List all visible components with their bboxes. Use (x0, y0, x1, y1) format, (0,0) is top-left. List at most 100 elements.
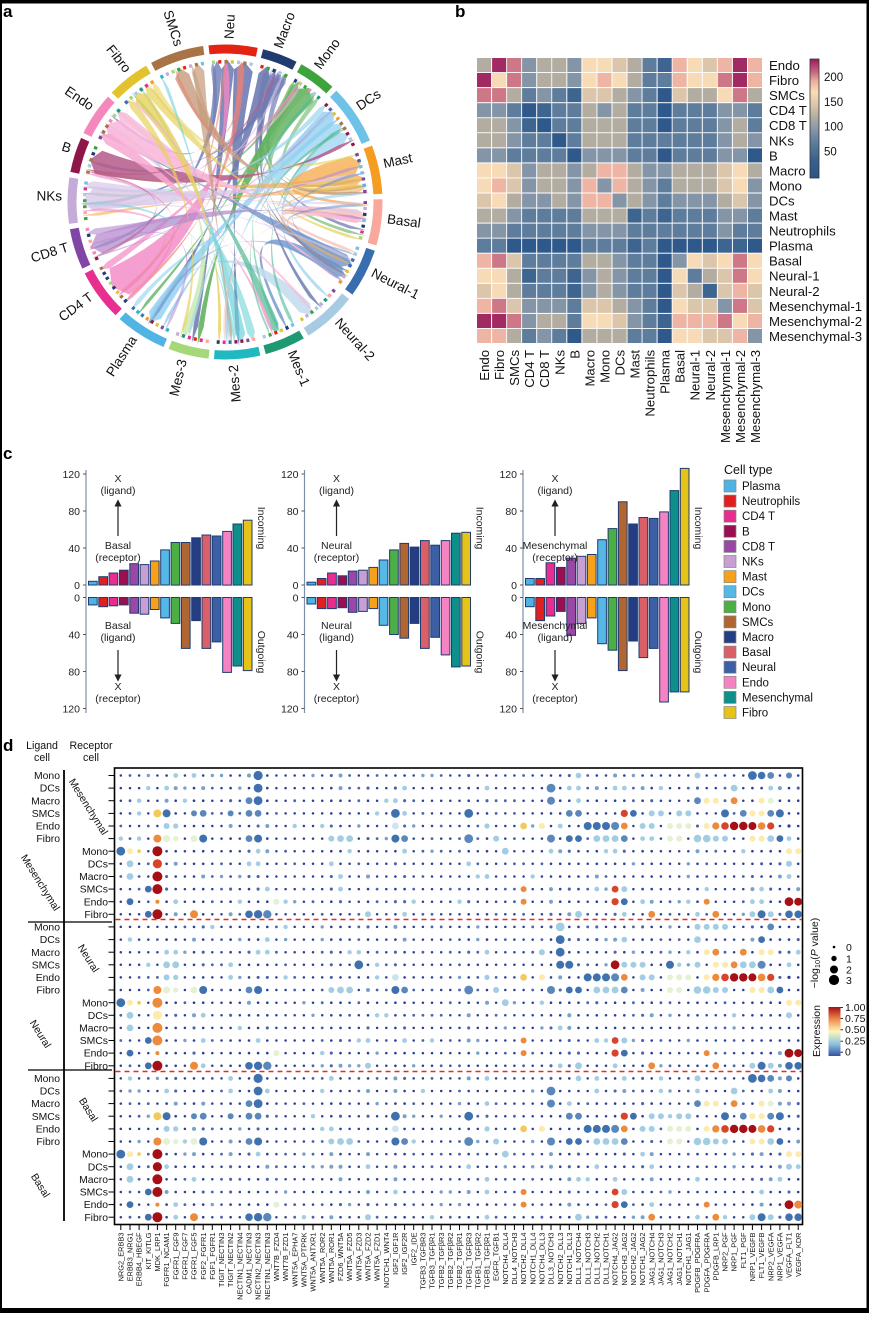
svg-text:FLT1_PGF: FLT1_PGF (739, 1232, 748, 1268)
svg-text:NOTCH2_DLL4: NOTCH2_DLL4 (519, 1233, 528, 1285)
svg-text:DCs: DCs (88, 1162, 108, 1173)
svg-text:NOTCH2_DLL3: NOTCH2_DLL3 (556, 1233, 565, 1285)
svg-text:120: 120 (281, 703, 299, 715)
svg-text:Macro: Macro (79, 872, 108, 883)
svg-text:X: X (333, 473, 340, 485)
svg-text:Mes-2: Mes-2 (226, 364, 244, 403)
svg-text:cell: cell (83, 752, 99, 764)
svg-text:WNT5A_ANTXR1: WNT5A_ANTXR1 (309, 1233, 318, 1292)
svg-text:PDGFB_LRP1: PDGFB_LRP1 (711, 1233, 720, 1281)
svg-text:TGFB2_TGFβR3: TGFB2_TGFβR3 (437, 1233, 446, 1289)
svg-text:0.50: 0.50 (845, 1024, 866, 1036)
svg-text:DCs: DCs (88, 859, 108, 870)
svg-text:Mesenchymal-3: Mesenchymal-3 (748, 350, 763, 443)
svg-text:Mono: Mono (82, 847, 108, 858)
svg-text:Basal: Basal (673, 350, 688, 383)
svg-text:120: 120 (62, 469, 80, 481)
svg-text:0: 0 (293, 580, 299, 592)
svg-text:CD4 T: CD4 T (742, 511, 775, 523)
svg-text:Outgoing: Outgoing (474, 631, 486, 674)
svg-text:NOTCH3_JAG2: NOTCH3_JAG2 (620, 1233, 629, 1286)
svg-text:Fibro: Fibro (769, 73, 799, 88)
svg-text:40: 40 (68, 629, 80, 641)
svg-text:IGF2_IGF1R: IGF2_IGF1R (391, 1233, 400, 1275)
svg-text:X: X (114, 473, 121, 485)
svg-text:JAG1_NOTCH4: JAG1_NOTCH4 (647, 1233, 656, 1286)
svg-text:Mesenchymal-3: Mesenchymal-3 (769, 329, 862, 344)
svg-text:TGFB1_TGFβR3: TGFB1_TGFβR3 (464, 1233, 473, 1289)
svg-text:Endo: Endo (36, 973, 60, 984)
svg-text:JAG1_NOTCH2: JAG1_NOTCH2 (666, 1233, 675, 1286)
svg-text:DCs: DCs (613, 350, 628, 376)
svg-text:120: 120 (499, 469, 517, 481)
svg-text:FGF1_FGFR1: FGF1_FGFR1 (208, 1233, 217, 1280)
svg-text:d: d (3, 736, 13, 755)
svg-text:120: 120 (62, 703, 80, 715)
svg-text:NOTCH4_DLL3: NOTCH4_DLL3 (538, 1233, 547, 1285)
svg-text:(receptor): (receptor) (95, 552, 141, 564)
svg-text:Fibro: Fibro (36, 1137, 60, 1148)
svg-text:WNT5A_PTPRK: WNT5A_PTPRK (300, 1232, 309, 1287)
svg-text:Mesenchymal-2: Mesenchymal-2 (733, 350, 748, 443)
svg-text:WNT5A_FZD3: WNT5A_FZD3 (354, 1233, 363, 1281)
svg-text:−log10(P value): −log10(P value) (809, 918, 822, 989)
svg-text:0: 0 (511, 592, 517, 604)
svg-text:CD8 T: CD8 T (769, 118, 807, 133)
svg-text:(receptor): (receptor) (314, 693, 360, 705)
svg-text:Mesenchymal: Mesenchymal (742, 692, 813, 704)
svg-text:80: 80 (68, 506, 80, 518)
svg-text:B: B (567, 350, 582, 359)
svg-text:NRG2_ERBB3: NRG2_ERBB3 (116, 1233, 125, 1282)
svg-text:NKs: NKs (742, 557, 764, 569)
svg-text:Neural-1: Neural-1 (688, 350, 703, 401)
svg-text:Neu: Neu (222, 14, 238, 40)
svg-text:Endo: Endo (36, 1125, 60, 1136)
svg-text:0: 0 (74, 592, 80, 604)
svg-text:40: 40 (287, 543, 299, 555)
svg-text:NOTCH1_JAG2: NOTCH1_JAG2 (638, 1233, 647, 1286)
svg-text:Mono: Mono (769, 178, 802, 193)
svg-text:NOTCH2_JAG2: NOTCH2_JAG2 (629, 1233, 638, 1286)
svg-text:Macro: Macro (582, 350, 597, 387)
svg-text:NOTCH4_JAG2: NOTCH4_JAG2 (611, 1233, 620, 1286)
svg-text:Neutrophils: Neutrophils (742, 496, 800, 508)
svg-text:Endo: Endo (84, 897, 108, 908)
svg-text:NRP1_VEGFA: NRP1_VEGFA (776, 1232, 785, 1281)
svg-text:Mono: Mono (34, 923, 60, 934)
svg-text:Neutrophils: Neutrophils (643, 350, 658, 417)
svg-text:(receptor): (receptor) (314, 552, 360, 564)
svg-text:TGFB2_TGFβR2: TGFB2_TGFβR2 (446, 1233, 455, 1289)
svg-text:c: c (3, 444, 12, 463)
svg-text:80: 80 (287, 666, 299, 678)
svg-text:40: 40 (505, 629, 517, 641)
svg-text:SMCs: SMCs (80, 1036, 108, 1047)
svg-text:Basal: Basal (105, 540, 131, 552)
svg-text:0.75: 0.75 (845, 1013, 866, 1025)
svg-text:Mast: Mast (742, 572, 768, 584)
svg-text:PDGFB_PDGFRA: PDGFB_PDGFRA (693, 1232, 702, 1292)
svg-text:Neural-1: Neural-1 (769, 269, 820, 284)
svg-text:SMCs: SMCs (32, 1112, 60, 1123)
svg-text:Macro: Macro (79, 1024, 108, 1035)
svg-text:CD4 T: CD4 T (769, 103, 807, 118)
svg-text:WNT5A_FZD5: WNT5A_FZD5 (345, 1233, 354, 1281)
svg-text:NOTCH1_JAG1: NOTCH1_JAG1 (684, 1233, 693, 1286)
svg-text:TIGIT_NECTIN3: TIGIT_NECTIN3 (217, 1233, 226, 1288)
svg-text:Cell type: Cell type (724, 463, 773, 477)
svg-text:ERBB4_HBEGF: ERBB4_HBEGF (135, 1232, 144, 1286)
svg-text:Expression: Expression (811, 1005, 823, 1057)
svg-text:IGF2_IDE: IGF2_IDE (409, 1232, 418, 1265)
svg-text:TGFB3_TGFBR3: TGFB3_TGFBR3 (419, 1233, 428, 1290)
svg-text:Incoming: Incoming (255, 507, 267, 550)
svg-text:Endo: Endo (769, 58, 800, 73)
svg-text:Macro: Macro (769, 163, 806, 178)
svg-text:80: 80 (505, 506, 517, 518)
svg-text:WNT5A_EPHA7: WNT5A_EPHA7 (290, 1233, 299, 1287)
svg-text:NKs: NKs (36, 188, 62, 203)
svg-text:NECTIN1_NECTIN4: NECTIN1_NECTIN4 (235, 1233, 244, 1300)
svg-text:Mast: Mast (628, 350, 643, 379)
svg-text:Plasma: Plasma (742, 481, 781, 493)
svg-text:FGFR1_FGF7: FGFR1_FGF7 (181, 1233, 190, 1280)
svg-text:Fibro: Fibro (84, 1213, 108, 1224)
svg-text:DCs: DCs (40, 935, 60, 946)
